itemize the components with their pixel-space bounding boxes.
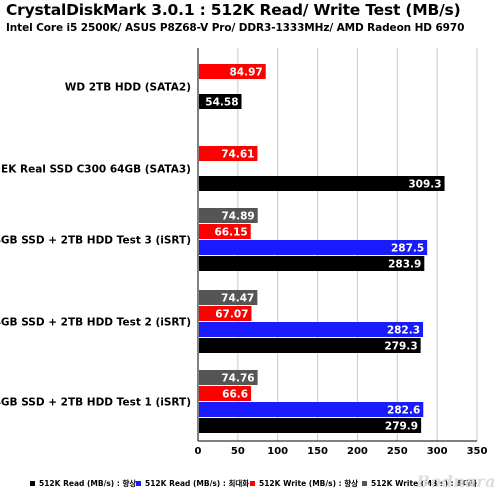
- x-tick-label-50: 50: [231, 446, 245, 457]
- data-label-c3-s3: 74.47: [221, 293, 254, 305]
- x-tick-label-250: 250: [387, 446, 408, 457]
- legend-label-read-ssd: 512K Read (MB/s) : 최대화: [145, 479, 250, 488]
- bar-c3-s0: [199, 338, 421, 353]
- data-label-c2-s0: 283.9: [388, 259, 421, 271]
- legend-swatch-read-ssd: [136, 481, 141, 486]
- data-label-c3-s2: 67.07: [215, 309, 248, 321]
- legend-item-read-hdd: 512K Read (MB/s) : 향상: [30, 478, 136, 489]
- bar-c1-s2: [199, 146, 258, 161]
- legend-label-write-ssd: 512K Write (MB/s) : 최대화: [371, 479, 477, 488]
- legend: 512K Read (MB/s) : 향상 512K Read (MB/s) :…: [0, 470, 500, 499]
- data-label-c4-s2: 66.6: [222, 389, 248, 401]
- bar-c1-s0: [199, 176, 445, 191]
- x-tick-label-200: 200: [347, 446, 368, 457]
- legend-swatch-read-hdd: [30, 481, 35, 486]
- category-label-4: 64GB SSD + 2TB HDD Test 1 (iSRT): [0, 397, 191, 409]
- data-label-c3-s0: 279.3: [384, 341, 417, 353]
- bar-c2-s2: [199, 224, 251, 239]
- data-label-c3-s1: 282.3: [387, 325, 420, 337]
- legend-swatch-write-ssd: [362, 481, 367, 486]
- bar-c4-s0: [199, 418, 422, 433]
- bar-c4-s1: [199, 402, 424, 417]
- data-label-c4-s3: 74.76: [221, 373, 254, 385]
- bar-c2-s1: [199, 240, 428, 255]
- bar-c0-s0: [199, 94, 242, 109]
- watermark-logo: Bodnara: [416, 472, 496, 491]
- bar-c4-s3: [199, 370, 258, 385]
- bar-c0-s2: [199, 64, 266, 79]
- bar-c2-s3: [199, 208, 258, 223]
- category-label-2: 64GB SSD + 2TB HDD Test 3 (iSRT): [0, 235, 191, 247]
- legend-item-read-ssd: 512K Read (MB/s) : 최대화: [136, 478, 249, 489]
- legend-swatch-write-hdd: [250, 481, 255, 486]
- category-label-1: EK Real SSD C300 64GB (SATA3): [1, 164, 191, 176]
- x-tick-label-0: 0: [195, 446, 202, 457]
- bar-c3-s3: [199, 290, 258, 305]
- x-tick-label-150: 150: [307, 446, 328, 457]
- bar-c4-s2: [199, 386, 252, 401]
- bar-c3-s1: [199, 322, 424, 337]
- data-label-c4-s0: 279.9: [385, 421, 418, 433]
- data-label-c4-s1: 282.6: [387, 405, 420, 417]
- bar-c3-s2: [199, 306, 252, 321]
- x-tick-label-100: 100: [267, 446, 288, 457]
- legend-item-write-ssd: 512K Write (MB/s) : 최대화: [362, 478, 477, 489]
- data-label-c1-s0: 309.3: [408, 179, 441, 191]
- bar-c2-s0: [199, 256, 425, 271]
- x-tick-label-350: 350: [467, 446, 488, 457]
- chart-title: CrystalDiskMark 3.0.1 : 512K Read/ Write…: [6, 1, 461, 19]
- data-label-c2-s1: 287.5: [391, 243, 424, 255]
- legend-label-read-hdd: 512K Read (MB/s) : 향상: [39, 479, 137, 488]
- data-label-c2-s3: 74.89: [221, 211, 254, 223]
- category-label-3: 64GB SSD + 2TB HDD Test 2 (iSRT): [0, 317, 191, 329]
- data-label-c0-s0: 54.58: [205, 97, 238, 109]
- legend-item-write-hdd: 512K Write (MB/s) : 향상: [250, 478, 358, 489]
- category-label-0: WD 2TB HDD (SATA2): [65, 82, 191, 94]
- x-tick-label-300: 300: [427, 446, 448, 457]
- data-label-c1-s2: 74.61: [221, 149, 254, 161]
- plot-area: 0 50 100 150 200 250 300 350 84.97 54.58 WD 2TB HD…: [0, 48, 488, 457]
- chart-subtitle: Intel Core i5 2500K/ ASUS P8Z68-V Pro/ D…: [6, 22, 465, 34]
- data-label-c2-s2: 66.15: [215, 227, 248, 239]
- data-label-c0-s2: 84.97: [230, 67, 263, 79]
- legend-label-write-hdd: 512K Write (MB/s) : 향상: [259, 479, 359, 488]
